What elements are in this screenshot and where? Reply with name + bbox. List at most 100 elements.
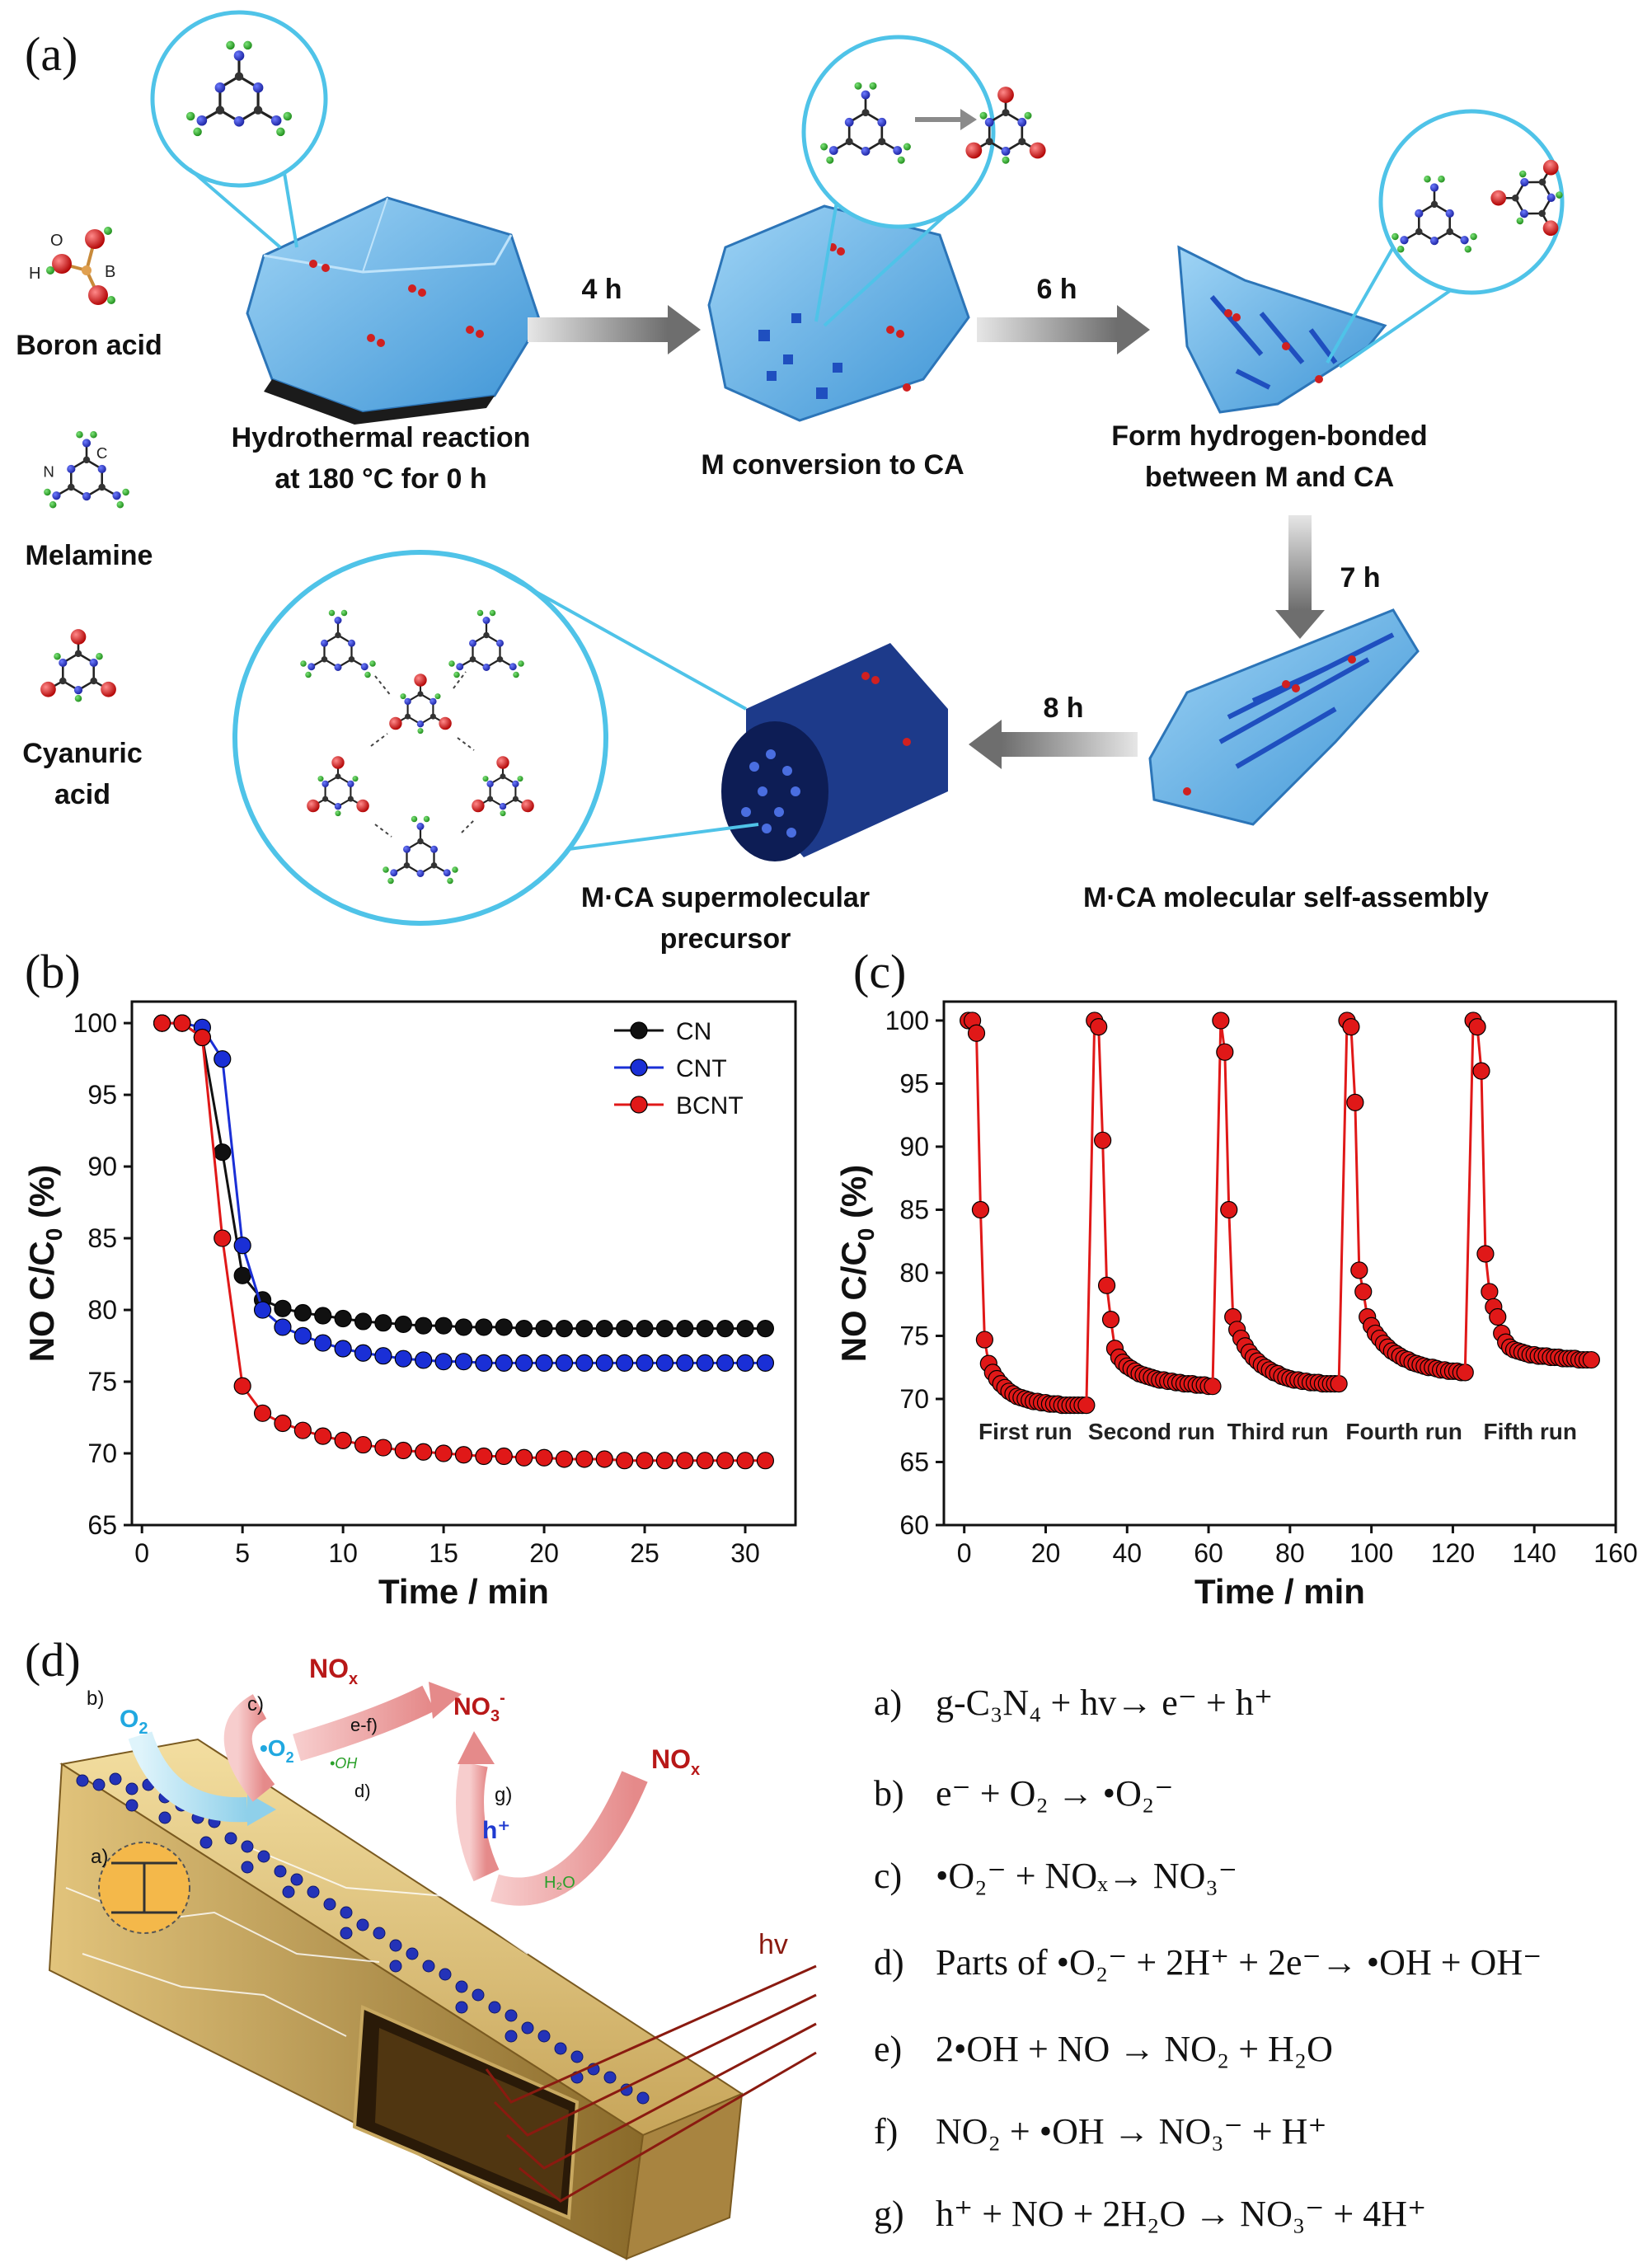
data-point-bcnt [475,1447,493,1466]
o2-arrow [128,1731,248,1823]
y-tick-label: 65 [87,1510,117,1540]
data-point-cn [354,1312,373,1331]
magnify-circle-3 [1378,109,1565,295]
data-point-cnt [515,1354,533,1373]
data-point-bcnt [415,1443,433,1461]
svg-text:a): a) [91,1846,108,1868]
svg-text:7 h: 7 h [1340,562,1380,594]
equation-d: d) Parts of •O₂⁻ + 2H⁺ + 2e⁻→ •OH + OH⁻ [874,1942,1542,1983]
panel-d-label: (d) [25,1633,81,1687]
legend-label: BCNT [676,1092,744,1119]
svg-text:4 h: 4 h [581,274,622,305]
cyanuric-acid-molecule [39,627,118,703]
data-point-cnt [535,1354,553,1373]
data-point-cnt [233,1237,251,1255]
data-point-cn [616,1320,634,1338]
data-point-cnt [415,1351,433,1369]
x-tick-label: 20 [529,1538,559,1568]
data-point-bcnt [736,1452,754,1470]
data-point-cn [475,1318,493,1336]
magnify-circle-1 [150,10,328,188]
data-point-cn [696,1320,714,1338]
step-2-caption: M conversion to CA [701,449,964,481]
data-point-cnt [454,1353,473,1371]
svg-text:•OH: •OH [330,1755,358,1772]
data-point-cn [434,1317,453,1335]
data-point-run-2 [1094,1131,1112,1149]
magnify-circle-4 [232,550,608,926]
run-label: Third run [1227,1419,1329,1444]
y-tick-label: 90 [87,1152,117,1181]
step-5-caption-1: M·CA supermolecular [581,882,870,913]
series-line-bcnt [162,1021,766,1462]
data-point-bcnt [696,1452,714,1470]
data-point-cnt [616,1354,634,1373]
data-point-run-4 [1346,1093,1364,1112]
data-point-cn [515,1320,533,1338]
x-tick-label: 60 [1194,1538,1223,1568]
data-point-bcnt [233,1377,251,1395]
y-tick-label: 80 [87,1295,117,1325]
data-point-cn [716,1320,734,1338]
data-point-run-5 [1489,1307,1507,1326]
data-point-cn [314,1307,332,1325]
data-point-bcnt [334,1431,352,1449]
x-tick-label: 30 [730,1538,760,1568]
series-line-cnt [162,1021,766,1364]
data-point-bcnt [575,1450,594,1468]
step-3-caption-1: Form hydrogen-bonded [1111,420,1427,452]
x-tick-label: 40 [1112,1538,1142,1568]
data-point-bcnt [454,1446,473,1464]
chart-b: 0 5 10 15 20 25 30 65 70 75 80 85 90 95 100 Time / min N… [22,1000,797,1611]
data-point-run-5 [1472,1062,1490,1080]
data-point-bcnt [214,1229,232,1247]
data-point-bcnt [173,1014,191,1032]
data-point-run-2 [1101,1310,1120,1329]
data-point-bcnt [495,1447,513,1466]
data-point-cn [454,1318,473,1336]
crystal-step-1 [246,196,542,425]
data-point-cnt [636,1354,654,1373]
h-plus-label: h⁺ [482,1817,510,1844]
y-tick-label: 85 [899,1195,929,1224]
data-point-cnt [595,1354,613,1373]
data-point-run-5 [1476,1245,1495,1263]
data-point-bcnt [555,1450,574,1468]
legend-marker [630,1058,648,1077]
data-point-run-5 [1468,1018,1486,1036]
data-point-bcnt [394,1441,412,1460]
svg-text:H₂O: H₂O [544,1874,575,1892]
step-1-caption-2: at 180 °C for 0 h [275,463,486,495]
data-point-cn [736,1320,754,1338]
x-tick-label: 5 [235,1538,250,1568]
data-point-cn [535,1320,553,1338]
no3-label: NO3- [453,1689,505,1725]
data-point-run-2 [1097,1276,1116,1294]
nox-top-arrow [223,1694,275,1802]
data-point-cn [676,1320,694,1338]
x-tick-label: 25 [630,1538,659,1568]
crystal-step-3 [1177,245,1387,414]
legend-marker [630,1021,648,1040]
equation-f: f) NO₂ + •OH → NO₃⁻ + H⁺ [874,2111,1327,2152]
data-point-cnt [374,1347,392,1365]
data-point-cnt [354,1344,373,1362]
series-line-cn [162,1021,766,1331]
y-tick-label: 75 [899,1321,929,1350]
data-point-bcnt [515,1448,533,1467]
run-line-2 [1085,1016,1213,1406]
x-tick-label: 20 [1031,1538,1061,1568]
data-point-cnt [575,1354,594,1373]
data-point-bcnt [676,1452,694,1470]
legend-marker [630,1096,648,1114]
y-tick-label: 70 [899,1384,929,1414]
data-point-run-1 [967,1024,986,1042]
data-point-bcnt [434,1444,453,1462]
svg-text:8 h: 8 h [1043,692,1083,724]
data-point-run-4 [1342,1018,1360,1036]
svg-text:c): c) [247,1693,264,1716]
data-point-bcnt [193,1028,211,1047]
run-line-4 [1337,1016,1466,1384]
x-tick-label: 80 [1275,1538,1305,1568]
data-point-cnt [495,1354,513,1373]
